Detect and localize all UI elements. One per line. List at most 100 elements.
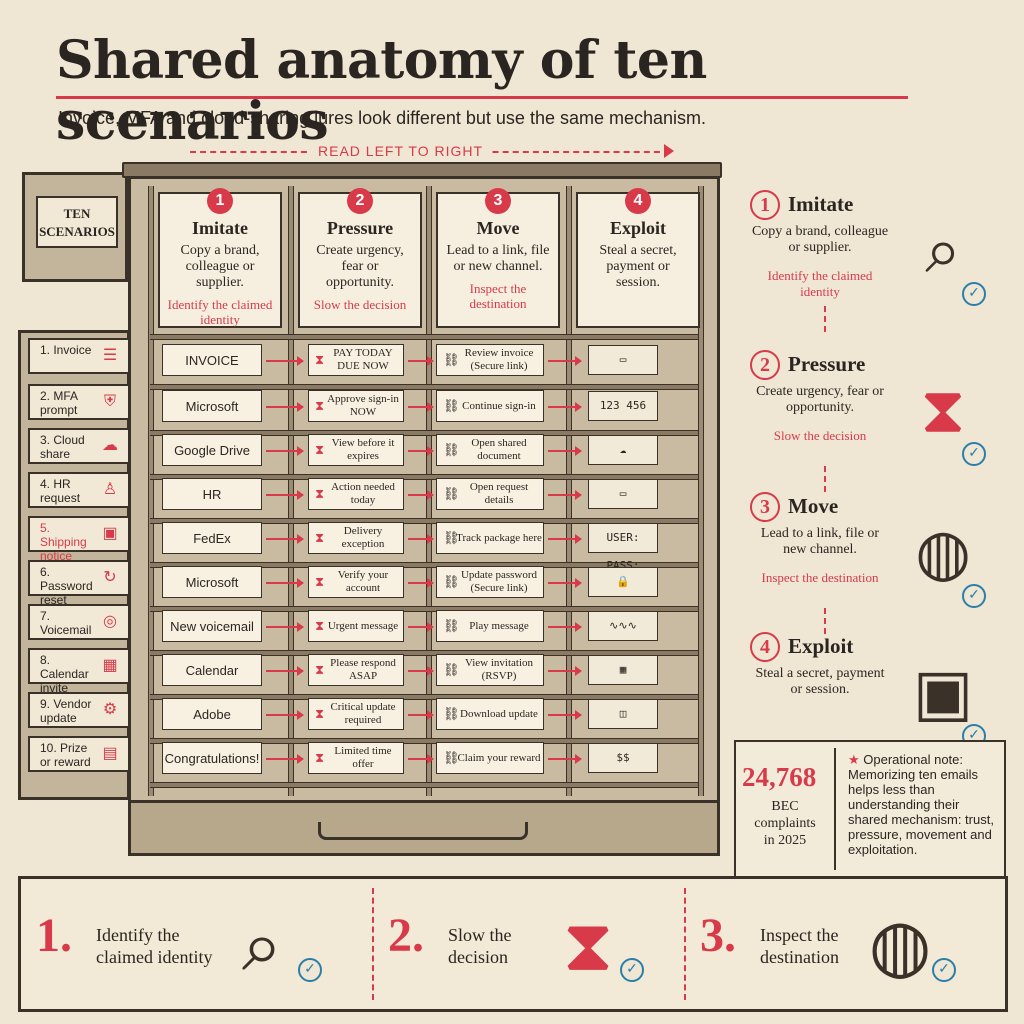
imitate-tag: Adobe [162, 698, 262, 730]
shelf [150, 334, 698, 340]
check-icon: ✓ [962, 442, 986, 466]
move-text: Track package here [456, 531, 542, 544]
scenario-label: 2. MFA prompt [40, 389, 78, 417]
column-description: Copy a brand, colleague or supplier. [180, 243, 260, 290]
scenario-label: 1. Invoice [40, 343, 92, 357]
scenario-item: 9. Vendor update ⚙ [28, 692, 130, 728]
check-icon: ✓ [298, 958, 322, 982]
flow-arrow [266, 356, 304, 366]
step-heading: Move [788, 494, 839, 518]
voicemail-icon: ◎ [103, 613, 117, 630]
note-body: Memorizing ten emails helps less than un… [848, 767, 994, 857]
move-tag: ⛓ Open request details [436, 478, 544, 510]
cabinet-base [128, 800, 720, 856]
hourglass-icon: ⧗ [920, 375, 966, 446]
shelf [150, 606, 698, 612]
step-number-badge: 1 [207, 188, 233, 214]
flow-arrow [408, 622, 434, 632]
bottom-step-text: Identify the claimed identity [96, 925, 213, 967]
flow-arrow [548, 446, 582, 456]
flow-arrow [266, 534, 304, 544]
step-heading: Pressure [788, 352, 866, 376]
step-description: Copy a brand, colleague or supplier. [751, 224, 889, 255]
scenario-label: 7. Voicemail [40, 609, 92, 637]
step-number-badge: 3 [485, 188, 511, 214]
bottom-step-text: Slow the decision [448, 925, 512, 967]
flow-arrow [548, 356, 582, 366]
pressure-tag: ⧗ PAY TODAY DUE NOW [308, 344, 404, 376]
pressure-tag: ⧗ Action needed today [308, 478, 404, 510]
pressure-text: Limited time offer [334, 745, 392, 770]
flow-arrow [548, 534, 582, 544]
stat-box [734, 740, 1006, 878]
drawer-handle [318, 822, 528, 840]
flow-arrow [266, 490, 304, 500]
scenario-label: 4. HR request [40, 477, 81, 505]
stat-divider [834, 748, 836, 870]
open-safe-icon: ▣ [912, 657, 974, 728]
imitate-tag: Google Drive [162, 434, 262, 466]
flow-arrow [548, 490, 582, 500]
flow-arrow [266, 754, 304, 764]
waveform-icon: ∿∿∿ [588, 611, 658, 641]
column-heading: Move [476, 218, 520, 238]
scenario-item: 7. Voicemail ◎ [28, 604, 130, 640]
exploit-text: USER: PASS: [606, 531, 640, 572]
move-tag: ⛓ Update password (Secure link) [436, 566, 544, 598]
pressure-tag: ⧗ Verify your account [308, 566, 404, 598]
move-tag: ⛓ Download update [436, 698, 544, 730]
shield-icon: ⛨ [103, 393, 116, 410]
scenario-item: 10. Prize or reward ▤ [28, 736, 130, 772]
note-prefix: Operational note: [863, 752, 964, 767]
cloud-icon: ☁ [102, 437, 118, 454]
column-defense-action: Slow the decision [313, 297, 407, 312]
scenario-label: 5. Shipping notice [40, 521, 87, 563]
bottom-step-text: Inspect the destination [760, 925, 839, 967]
flow-arrow [548, 710, 582, 720]
column-defense-action: Inspect the destination [469, 281, 527, 311]
move-text: Review invoice (Secure link) [464, 347, 534, 372]
step-defense-action: Slow the decision [773, 428, 867, 443]
column-description: Steal a secret, payment or session. [599, 243, 677, 290]
step-description: Create urgency, fear or opportunity. [756, 384, 884, 415]
column-divider [148, 186, 154, 796]
exploit-text: 123 456 [599, 399, 647, 412]
scenario-label: 3. Cloud share [40, 433, 85, 461]
move-tag: ⛓ Continue sign-in [436, 390, 544, 422]
step-defense-action: Identify the claimed identity [767, 268, 873, 299]
scenario-label: 10. Prize or reward [40, 741, 91, 769]
flow-arrow [548, 622, 582, 632]
flow-arrow [408, 446, 434, 456]
column-defense-action: Identify the claimed identity [167, 297, 273, 327]
step-pressure: 2 Pressure Create urgency, fear or opportu… [750, 350, 1000, 470]
shelf [150, 650, 698, 656]
globe-cursor-icon: ◍ [868, 906, 932, 986]
page-title: Shared anatomy of ten scenarios [56, 30, 707, 152]
shelf [150, 384, 698, 390]
move-tag: ⛓ View invitation (RSVP) [436, 654, 544, 686]
flow-arrow [266, 666, 304, 676]
link-icon: ⛓ [443, 352, 460, 367]
code-field-icon: 123 456 [588, 391, 658, 421]
hourglass-icon: ⧗ [315, 352, 325, 367]
step-number-badge: 4 [625, 188, 651, 214]
padlock-icon: 🔒 [588, 567, 658, 597]
imitate-tag: Calendar [162, 654, 262, 686]
step-connector [824, 608, 826, 634]
bottom-step: 2. Slow the decision ⧗ ✓ [388, 886, 688, 1006]
column-divider [288, 186, 294, 796]
flow-arrow [408, 402, 434, 412]
move-tag: ⛓ Claim your reward [436, 742, 544, 774]
check-icon: ✓ [962, 282, 986, 306]
column-header-pressure: 2 Pressure Create urgency, fear or opportu… [298, 188, 422, 328]
arrow-right-icon [664, 144, 674, 158]
move-tag: ⛓ Play message [436, 610, 544, 642]
step-heading: Exploit [788, 634, 854, 658]
gear-icon: ⚙ [102, 701, 118, 718]
hourglass-icon: ⧗ [315, 574, 325, 589]
column-header-imitate: 1 Imitate Copy a brand, colleague or suppl… [158, 188, 282, 328]
credit-card-icon: ▭ [588, 345, 658, 375]
column-description: Create urgency, fear or opportunity. [316, 243, 404, 290]
shelf [150, 518, 698, 524]
column-divider [566, 186, 572, 796]
